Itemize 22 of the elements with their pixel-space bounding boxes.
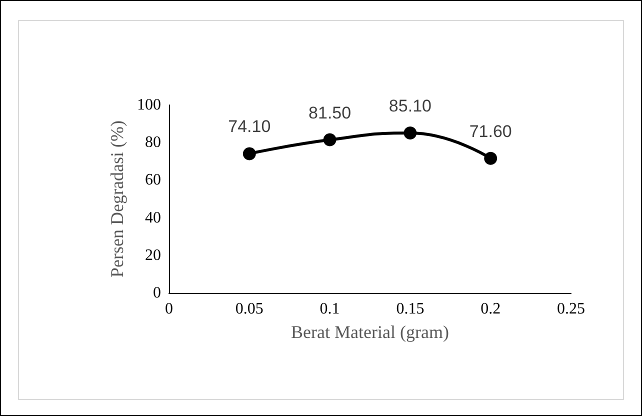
data-label: 74.10 <box>228 117 271 136</box>
y-tick-label: 20 <box>145 246 161 264</box>
y-tick-label: 0 <box>153 284 161 302</box>
point <box>242 147 256 160</box>
data-label: 71.60 <box>469 122 512 141</box>
x-tick-label: 0 <box>165 300 173 318</box>
x-tick-label: 0.05 <box>235 300 264 318</box>
point <box>404 126 417 140</box>
point <box>484 152 498 165</box>
data-label: 81.50 <box>308 103 352 122</box>
x-axis-title: Berat Material (gram) <box>291 322 449 342</box>
data-label: 85.10 <box>388 96 432 116</box>
x-tick-label: 0.25 <box>557 300 585 318</box>
y-tick-label: 80 <box>145 134 161 152</box>
x-tick-label: 0.2 <box>480 300 501 318</box>
y-tick-label: 60 <box>145 172 161 189</box>
x-tick-label: 0.1 <box>320 300 340 318</box>
x-tick-label: 0.15 <box>396 300 424 318</box>
y-tick-label: 40 <box>145 209 161 226</box>
point <box>323 133 336 146</box>
y-tick-label: 100 <box>137 96 161 114</box>
y-axis-title: Persen Degradasi (%) <box>107 120 128 278</box>
